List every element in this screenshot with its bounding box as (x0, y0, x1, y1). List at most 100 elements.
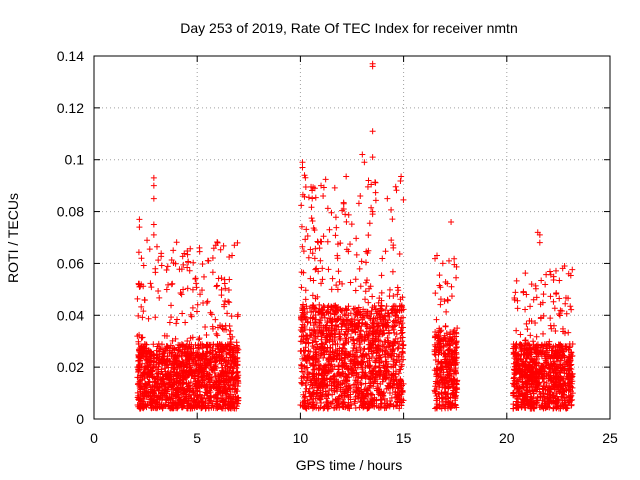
data-point (212, 373, 219, 380)
data-point (302, 344, 309, 351)
data-point (365, 177, 372, 184)
data-point (518, 346, 525, 353)
data-point (548, 325, 555, 332)
data-point (212, 348, 219, 355)
data-point (556, 378, 563, 385)
data-point (369, 293, 376, 300)
data-point (514, 369, 521, 376)
data-point (438, 360, 445, 367)
data-point (319, 265, 326, 272)
data-point (171, 359, 178, 366)
data-point (331, 334, 338, 341)
data-point (184, 386, 191, 393)
data-point (217, 246, 224, 253)
data-point (313, 356, 320, 363)
data-point (520, 288, 527, 295)
data-point (221, 385, 228, 392)
data-point (136, 364, 143, 371)
data-point (446, 257, 453, 264)
data-point (204, 395, 211, 402)
data-point (160, 402, 167, 409)
data-point (136, 357, 143, 364)
data-point (304, 397, 311, 404)
data-point (432, 328, 439, 335)
y-tick-label: 0.12 (57, 100, 84, 116)
data-point (150, 231, 157, 238)
data-point (546, 338, 553, 345)
data-point (163, 266, 170, 273)
data-point (328, 209, 335, 216)
data-point (300, 301, 307, 308)
data-point (343, 173, 350, 180)
data-point (145, 315, 152, 322)
data-point (204, 298, 211, 305)
data-point (188, 313, 195, 320)
data-point (160, 349, 167, 356)
data-point (146, 351, 153, 358)
data-point (147, 348, 154, 355)
data-point (224, 363, 231, 370)
data-point (198, 287, 205, 294)
data-point (399, 304, 406, 311)
data-point (452, 386, 459, 393)
data-point (302, 313, 309, 320)
data-point (196, 335, 203, 342)
data-point (312, 348, 319, 355)
data-point (359, 352, 366, 359)
data-point (323, 361, 330, 368)
data-point (528, 318, 535, 325)
data-point (540, 291, 547, 298)
data-point (565, 329, 572, 336)
data-point (397, 377, 404, 384)
data-point (368, 181, 375, 188)
data-point (214, 282, 221, 289)
data-point (303, 374, 310, 381)
data-point (191, 373, 198, 380)
data-point (184, 251, 191, 258)
data-point (357, 347, 364, 354)
x-tick-label: 25 (602, 430, 618, 446)
data-point (355, 373, 362, 380)
data-point (534, 394, 541, 401)
data-point (315, 365, 322, 372)
data-point (391, 338, 398, 345)
data-point (366, 364, 373, 371)
data-point (207, 309, 214, 316)
data-point (163, 286, 170, 293)
data-point (329, 348, 336, 355)
data-point (184, 353, 191, 360)
data-point (194, 301, 201, 308)
data-point (222, 397, 229, 404)
data-point (189, 304, 196, 311)
data-point (375, 299, 382, 306)
data-point (390, 403, 397, 410)
data-point (161, 381, 168, 388)
data-point (174, 386, 181, 393)
data-point (214, 394, 221, 401)
data-point (192, 390, 199, 397)
data-point (348, 221, 355, 228)
data-point (344, 330, 351, 337)
data-point (155, 257, 162, 264)
data-point (302, 236, 309, 243)
data-point (332, 302, 339, 309)
data-point (323, 327, 330, 334)
data-point (444, 347, 451, 354)
data-point (140, 283, 147, 290)
data-point (153, 243, 160, 250)
data-point (143, 341, 150, 348)
data-point (449, 390, 456, 397)
data-point (347, 391, 354, 398)
data-point (214, 324, 221, 331)
data-point (453, 344, 460, 351)
data-point (533, 294, 540, 301)
data-point (323, 391, 330, 398)
data-point (350, 381, 357, 388)
data-point (320, 363, 327, 370)
y-tick-label: 0.02 (57, 359, 84, 375)
data-point (349, 347, 356, 354)
data-point (226, 376, 233, 383)
data-point (328, 376, 335, 383)
data-point (393, 187, 400, 194)
data-point (514, 297, 521, 304)
